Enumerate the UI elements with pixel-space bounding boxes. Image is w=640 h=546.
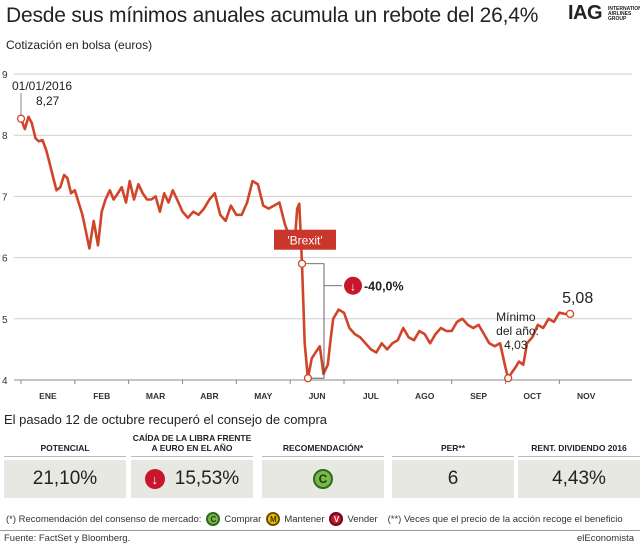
min-value-label: 4,03 (504, 338, 528, 352)
x-tick-label: MAR (146, 391, 165, 401)
metric-recomendacion: RECOMENDACIÓN* C (262, 433, 384, 498)
start-value-label: 8,27 (36, 94, 60, 108)
x-tick-label: SEP (470, 391, 487, 401)
logo-text: IAG (568, 2, 603, 24)
x-tick-label: OCT (523, 391, 542, 401)
sell-icon: V (329, 512, 344, 526)
footer: Fuente: FactSet y Bloomberg. elEconomist… (0, 530, 640, 546)
down-arrow-glyph: ↓ (350, 280, 356, 294)
brexit-low-marker (303, 374, 313, 383)
brexit-marker (297, 259, 307, 268)
start-date-label: 01/01/2016 (12, 79, 72, 93)
y-tick-label: 4 (2, 376, 8, 387)
x-tick-label: JUN (309, 391, 326, 401)
y-tick-label: 7 (2, 192, 8, 203)
end-value-label: 5,08 (562, 290, 593, 307)
down-arrow-icon (344, 276, 363, 295)
metric-value: ↓ 15,53% (131, 460, 253, 498)
legend-note-per: (**) Veces que el precio de la acción re… (387, 513, 623, 525)
y-axis-ticks: 4 5 6 7 8 9 (2, 70, 8, 387)
hold-icon: M (266, 512, 281, 526)
y-tick-label: 8 (2, 131, 8, 142)
metric-label: PER** (392, 433, 514, 457)
section-title: El pasado 12 de octubre recuperó el cons… (4, 412, 328, 427)
metric-value: C (262, 460, 384, 498)
metric-label: RENT. DIVIDENDO 2016 (518, 433, 640, 457)
price-line-chart: 4 5 6 7 8 9 ENE FEB MAR ABR MAY JUN JUL AGO SEP OCT NOV… (2, 70, 632, 401)
metric-value: 4,43% (518, 460, 640, 498)
buy-icon: C (206, 512, 221, 526)
x-axis-ticks: ENE FEB MAR ABR MAY JUN JUL AGO SEP OCT NOV (20, 380, 596, 401)
metric-rentabilidad: RENT. DIVIDENDO 2016 4,43% (518, 433, 640, 498)
legend-buy: Comprar (224, 513, 262, 525)
brexit-change-label: -40,0% (364, 280, 404, 294)
y-tick-label: 9 (2, 70, 8, 81)
y-tick-label: 6 (2, 254, 8, 265)
metric-value: 6 (392, 460, 514, 498)
buy-recommendation-icon: C (313, 469, 333, 489)
min-marker (504, 374, 513, 383)
chart-title: Desde sus mínimos anuales acumula un reb… (6, 4, 539, 27)
min-label-line2: del año: (496, 324, 539, 338)
brexit-label-box (274, 229, 337, 250)
start-marker (16, 114, 26, 123)
chart-grid (14, 73, 632, 381)
x-tick-label: MAY (254, 391, 272, 401)
x-tick-label: ENE (39, 391, 57, 401)
metric-per: PER** 6 (392, 433, 514, 498)
iag-logo: IAG INTERNATIONAL AIRLINES GROUP (568, 2, 640, 26)
metric-label: RECOMENDACIÓN* (262, 433, 384, 457)
metric-potencial: POTENCIAL 21,10% (4, 433, 126, 498)
metric-label: CAÍDA DE LA LIBRA FRENTE A EURO EN EL AÑO (131, 433, 253, 457)
x-tick-label: JUL (363, 391, 379, 401)
y-tick-label: 5 (2, 315, 8, 326)
end-marker (565, 309, 575, 319)
metric-caida-libra: CAÍDA DE LA LIBRA FRENTE A EURO EN EL AÑO… (131, 433, 253, 498)
legend-hold: Mantener (284, 513, 325, 525)
series-line (19, 115, 571, 380)
brexit-bracket (302, 263, 325, 379)
metrics-row: POTENCIAL 21,10% CAÍDA DE LA LIBRA FRENT… (0, 433, 640, 501)
legend-sell: Vender (347, 513, 378, 525)
metric-label: POTENCIAL (4, 433, 126, 457)
legend-notes: (*) Recomendación del consenso de mercad… (6, 512, 623, 526)
x-tick-label: ABR (200, 391, 218, 401)
chart-subtitle: Cotización en bolsa (euros) (6, 38, 153, 52)
logo-subtext: INTERNATIONAL AIRLINES GROUP (608, 6, 640, 22)
down-arrow-icon: ↓ (144, 469, 165, 489)
metric-value: 21,10% (4, 460, 126, 498)
min-label-line1: Mínimo (496, 310, 536, 324)
brexit-label: 'Brexit' (287, 234, 322, 248)
x-tick-label: AGO (415, 391, 435, 401)
brand-text: elEconomista (576, 533, 634, 544)
x-tick-label: FEB (93, 391, 110, 401)
legend-note-recommendation: (*) Recomendación del consenso de mercad… (6, 513, 202, 525)
source-text: Fuente: FactSet y Bloomberg. (4, 533, 131, 544)
x-tick-label: NOV (577, 391, 596, 401)
